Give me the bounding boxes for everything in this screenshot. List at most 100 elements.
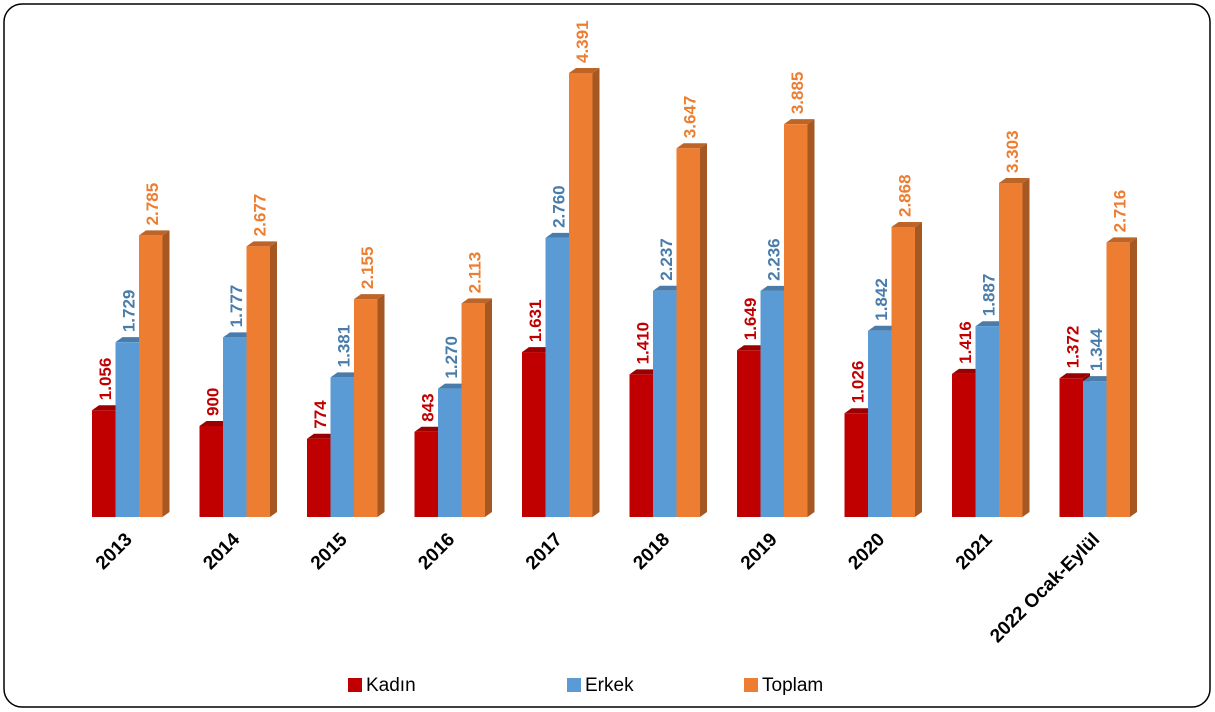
bar (844, 413, 868, 517)
bar-top (461, 298, 492, 304)
bar-top (737, 345, 768, 351)
legend-label: Toplam (762, 675, 823, 696)
bar (1083, 381, 1107, 517)
value-label: 1.649 (741, 298, 760, 341)
value-label: 2.236 (765, 238, 784, 281)
bar (461, 303, 485, 517)
bar (760, 290, 784, 517)
bar (199, 425, 223, 517)
value-label: 2.760 (550, 185, 569, 228)
value-label: 774 (311, 400, 330, 429)
value-label: 1.887 (980, 274, 999, 317)
bar-top (246, 241, 277, 247)
bar (975, 326, 999, 517)
bar-top (330, 372, 361, 378)
value-label: 1.344 (1087, 328, 1106, 371)
bar (784, 124, 808, 517)
bar (92, 410, 116, 517)
bar-top (868, 325, 899, 331)
value-label: 2.237 (657, 238, 676, 281)
bar-top (760, 285, 791, 291)
bar (139, 235, 163, 518)
value-label: 1.729 (120, 290, 139, 333)
bar-top (569, 68, 600, 73)
bar (653, 290, 677, 517)
value-label: 1.777 (227, 285, 246, 328)
bar-top (629, 369, 660, 375)
bar (629, 374, 653, 517)
bar-side (270, 241, 277, 517)
value-label: 2.868 (896, 174, 915, 217)
value-label: 2.785 (143, 183, 162, 226)
value-label: 1.381 (335, 325, 354, 368)
value-label: 1.410 (634, 322, 653, 365)
value-label: 2.113 (466, 252, 485, 294)
bar (1106, 242, 1130, 517)
bar-side (485, 298, 492, 517)
bar-side (915, 221, 922, 517)
bar-top (891, 221, 922, 227)
bar-top (545, 232, 576, 238)
bar-top (653, 285, 684, 291)
bar (952, 373, 976, 517)
legend-swatch (348, 678, 362, 692)
value-label: 1.056 (96, 358, 115, 401)
bar (569, 73, 593, 517)
bar-side (377, 294, 385, 517)
bar-top (115, 337, 146, 343)
bar-side (700, 143, 707, 518)
bar-side (1130, 237, 1137, 517)
bar (354, 299, 378, 517)
bar-top (844, 408, 875, 414)
bar-top (975, 321, 1006, 327)
bar-top (676, 143, 707, 149)
bar-top (199, 420, 230, 426)
value-label: 900 (204, 388, 223, 416)
value-label: 2.677 (251, 194, 270, 237)
bar-top (414, 426, 445, 432)
bar (868, 330, 892, 517)
bar-top (1059, 373, 1090, 379)
bar-top (784, 119, 815, 125)
bar (1059, 378, 1083, 517)
bar-top (999, 178, 1030, 184)
bar (438, 388, 462, 517)
value-label: 2.155 (358, 247, 377, 290)
value-label: 843 (419, 393, 438, 421)
value-label: 1.270 (442, 336, 461, 379)
legend-swatch (567, 678, 581, 692)
bar-top (1106, 237, 1137, 243)
bar (999, 183, 1023, 518)
value-label: 1.631 (526, 300, 545, 343)
bar-top (354, 294, 385, 300)
bar-top (223, 332, 254, 338)
value-label: 3.885 (788, 72, 807, 115)
value-label: 1.842 (872, 278, 891, 321)
bar-top (307, 433, 338, 439)
bar (223, 337, 247, 517)
bar (330, 377, 354, 517)
value-label: 3.303 (1003, 130, 1022, 173)
chart-frame (3, 3, 1211, 708)
bar-top (92, 405, 123, 411)
value-label: 3.647 (681, 96, 700, 139)
bar (676, 148, 700, 518)
value-label: 4.391 (573, 20, 592, 63)
bar-top (438, 383, 469, 389)
bar (522, 352, 546, 517)
bar (891, 226, 915, 517)
bar (545, 237, 569, 518)
bar-top (1083, 376, 1114, 382)
legend-label: Kadın (366, 675, 416, 696)
bar-top (952, 368, 983, 374)
bar (115, 342, 139, 517)
bar (737, 350, 761, 517)
bar-side (592, 68, 600, 517)
value-label: 1.026 (849, 361, 868, 404)
bar-side (162, 230, 170, 518)
bar-side (1022, 178, 1030, 518)
value-label: 1.416 (956, 321, 975, 364)
bar-top (139, 230, 170, 236)
bar (414, 431, 438, 517)
